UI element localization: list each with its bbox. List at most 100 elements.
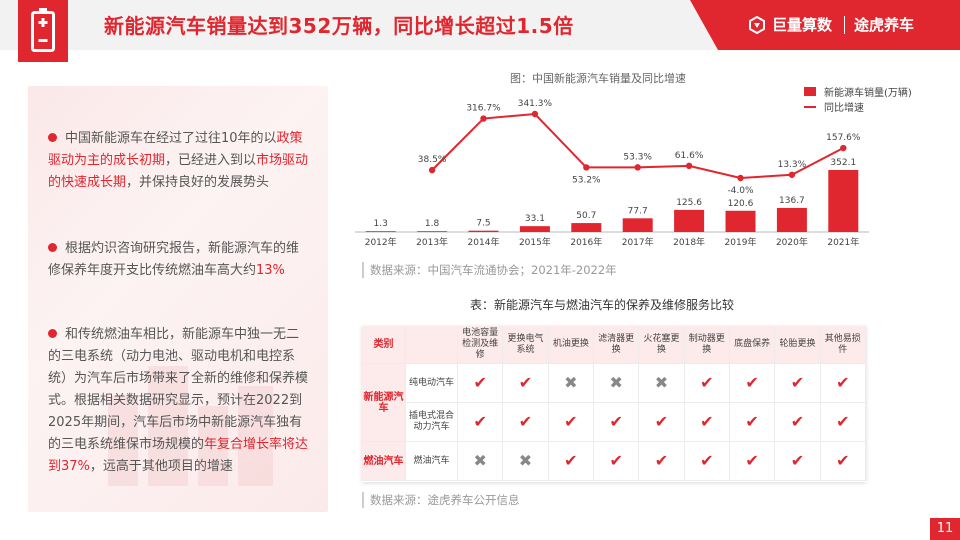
growth-point: [583, 164, 590, 171]
table-cell: ✔: [684, 442, 730, 481]
x-tick-label: 2021年: [827, 236, 859, 248]
table-row: 燃油汽车 ✖ ✖ ✔ ✔ ✔ ✔ ✔ ✔ ✔: [406, 442, 866, 481]
growth-value-label: 157.6%: [826, 133, 861, 143]
cross-icon: ✖: [609, 373, 623, 392]
bar-value-label: 125.6: [676, 198, 702, 208]
bar-value-label: 50.7: [576, 211, 596, 221]
growth-point: [480, 115, 487, 122]
check-icon: ✔: [745, 412, 759, 431]
category-new-energy: 新能源汽车: [362, 364, 406, 442]
check-icon: ✔: [654, 412, 669, 431]
bar-2019年: [725, 210, 756, 232]
growth-point: [737, 174, 744, 182]
bar-value-label: 77.7: [628, 206, 648, 216]
category-fuel: 燃油汽车: [362, 442, 406, 481]
header-bar: 新能源汽车销量达到352万辆，同比增长超过1.5倍 巨量算数 途虎养车: [0, 0, 960, 62]
table-cell: ✔: [503, 364, 549, 403]
x-tick-label: 2020年: [776, 236, 808, 248]
check-icon: ✔: [518, 373, 533, 392]
header-service: 更换电气系统: [503, 326, 549, 364]
check-icon: ✔: [790, 412, 805, 431]
summary-bullet-2: 根据灼识咨询研究报告，新能源汽车的维修保养年度开支比传统燃油车高大约13%: [48, 241, 300, 278]
header-service: 机油更换: [548, 326, 594, 364]
growth-point: [788, 171, 796, 178]
bullet-dot: [48, 329, 57, 338]
bar-value-label: 1.8: [425, 219, 440, 229]
table-cell: ✔: [775, 403, 821, 442]
check-icon: ✔: [564, 451, 578, 470]
bar-value-label: 7.5: [476, 219, 490, 229]
table-cell: ✖: [458, 442, 504, 481]
check-icon: ✔: [518, 412, 533, 431]
cross-icon: ✖: [473, 451, 487, 470]
x-tick-label: 2017年: [622, 236, 654, 248]
battery-icon: [31, 8, 55, 52]
table-title: 表：新能源汽车与燃油汽车的保养及维修服务比较: [470, 298, 735, 312]
service-comparison-table: 类别 电池容量检测及维修 更换电气系统 机油更换 滤清器更换 火花塞更换 制动器更换 底盘保养…: [362, 326, 866, 482]
table-cell: ✖: [593, 364, 640, 403]
x-tick-label: 2014年: [468, 236, 500, 248]
table-cell: ✔: [684, 364, 730, 403]
header-service: 制动器更换: [684, 326, 730, 364]
check-icon: ✔: [745, 451, 759, 470]
table-row: 插电式混合动力汽车 ✔ ✔ ✔ ✔ ✔ ✔ ✔ ✔ ✔: [406, 403, 866, 442]
table-cell: ✔: [458, 364, 504, 403]
page-title: 新能源汽车销量达到352万辆，同比增长超过1.5倍: [104, 14, 574, 38]
table-cell: ✔: [684, 403, 730, 442]
summary-bullet-1: 中国新能源车在经过了过往10年的以政策驱动为主的成长初期，已经进入到以市场驱动的…: [48, 131, 309, 190]
table-cell: ✔: [729, 442, 776, 481]
table-cell: ✔: [548, 442, 594, 481]
sales-growth-chart: 1.3 2012年 1.8 2013年 7.5 2014年 33.1 2015年 50.7 201…: [355, 99, 869, 248]
summary-panel: 中国新能源车在经过了过往10年的以政策驱动为主的成长初期，已经进入到以市场驱动的…: [28, 86, 328, 512]
check-icon: ✔: [609, 412, 623, 431]
table-cell: ✔: [639, 442, 685, 481]
row-subcategory: 燃油汽车: [406, 442, 458, 481]
row-subcategory: 插电式混合动力汽车: [406, 403, 458, 442]
brand-logo-icon: [749, 16, 765, 34]
table-cell: ✔: [775, 442, 821, 481]
bar-value-label: 1.3: [374, 219, 388, 229]
check-icon: ✔: [700, 451, 714, 470]
bar-2020年: [776, 207, 807, 232]
x-tick-label: 2016年: [570, 236, 602, 248]
table-cell: ✔: [593, 403, 640, 442]
legend-swatch-line: [804, 105, 816, 108]
table-cell: ✔: [503, 403, 549, 442]
row-subcategory: 纯电动汽车: [406, 364, 458, 403]
check-icon: ✔: [473, 373, 487, 392]
table-cell: ✔: [775, 364, 821, 403]
brand-name-tuhu: 途虎养车: [854, 16, 915, 34]
bar-2014年: [468, 230, 499, 232]
bullet-dot: [48, 243, 57, 252]
table-cell: ✔: [820, 442, 866, 481]
growth-value-label: 53.3%: [623, 152, 652, 162]
legend-item-sales: 新能源车销量(万辆): [804, 84, 912, 99]
growth-point: [685, 162, 693, 170]
check-icon: ✔: [790, 451, 805, 470]
bar-2016年: [571, 223, 602, 232]
check-icon: ✔: [700, 373, 714, 392]
table-row: 纯电动汽车 ✔ ✔ ✖ ✖ ✖ ✔ ✔ ✔ ✔: [406, 364, 866, 403]
cross-icon: ✖: [564, 373, 578, 392]
growth-point: [634, 164, 641, 171]
check-icon: ✔: [745, 373, 759, 392]
check-icon: ✔: [790, 373, 805, 392]
brand-band: 巨量算数 途虎养车: [690, 0, 960, 50]
bar-2012年: [365, 231, 396, 232]
x-tick-label: 2012年: [365, 236, 397, 248]
growth-point: [531, 110, 539, 118]
table-cell: ✖: [503, 442, 549, 481]
table-cell: ✔: [593, 442, 640, 481]
table-cell: ✔: [548, 403, 594, 442]
table-cell: ✔: [639, 403, 685, 442]
bar-2015年: [519, 226, 550, 232]
header-subcategory: [406, 326, 458, 364]
growth-value-label: 38.5%: [418, 155, 447, 165]
chart-title: 图：中国新能源汽车销量及同比增速: [510, 72, 686, 85]
check-icon: ✔: [473, 412, 487, 431]
header-service: 火花塞更换: [639, 326, 685, 364]
table-header-row: 类别 电池容量检测及维修 更换电气系统 机油更换 滤清器更换 火花塞更换 制动器更换 底盘保养…: [362, 326, 866, 364]
table-cell: ✔: [729, 364, 776, 403]
check-icon: ✔: [564, 412, 578, 431]
bar-2018年: [674, 209, 705, 232]
